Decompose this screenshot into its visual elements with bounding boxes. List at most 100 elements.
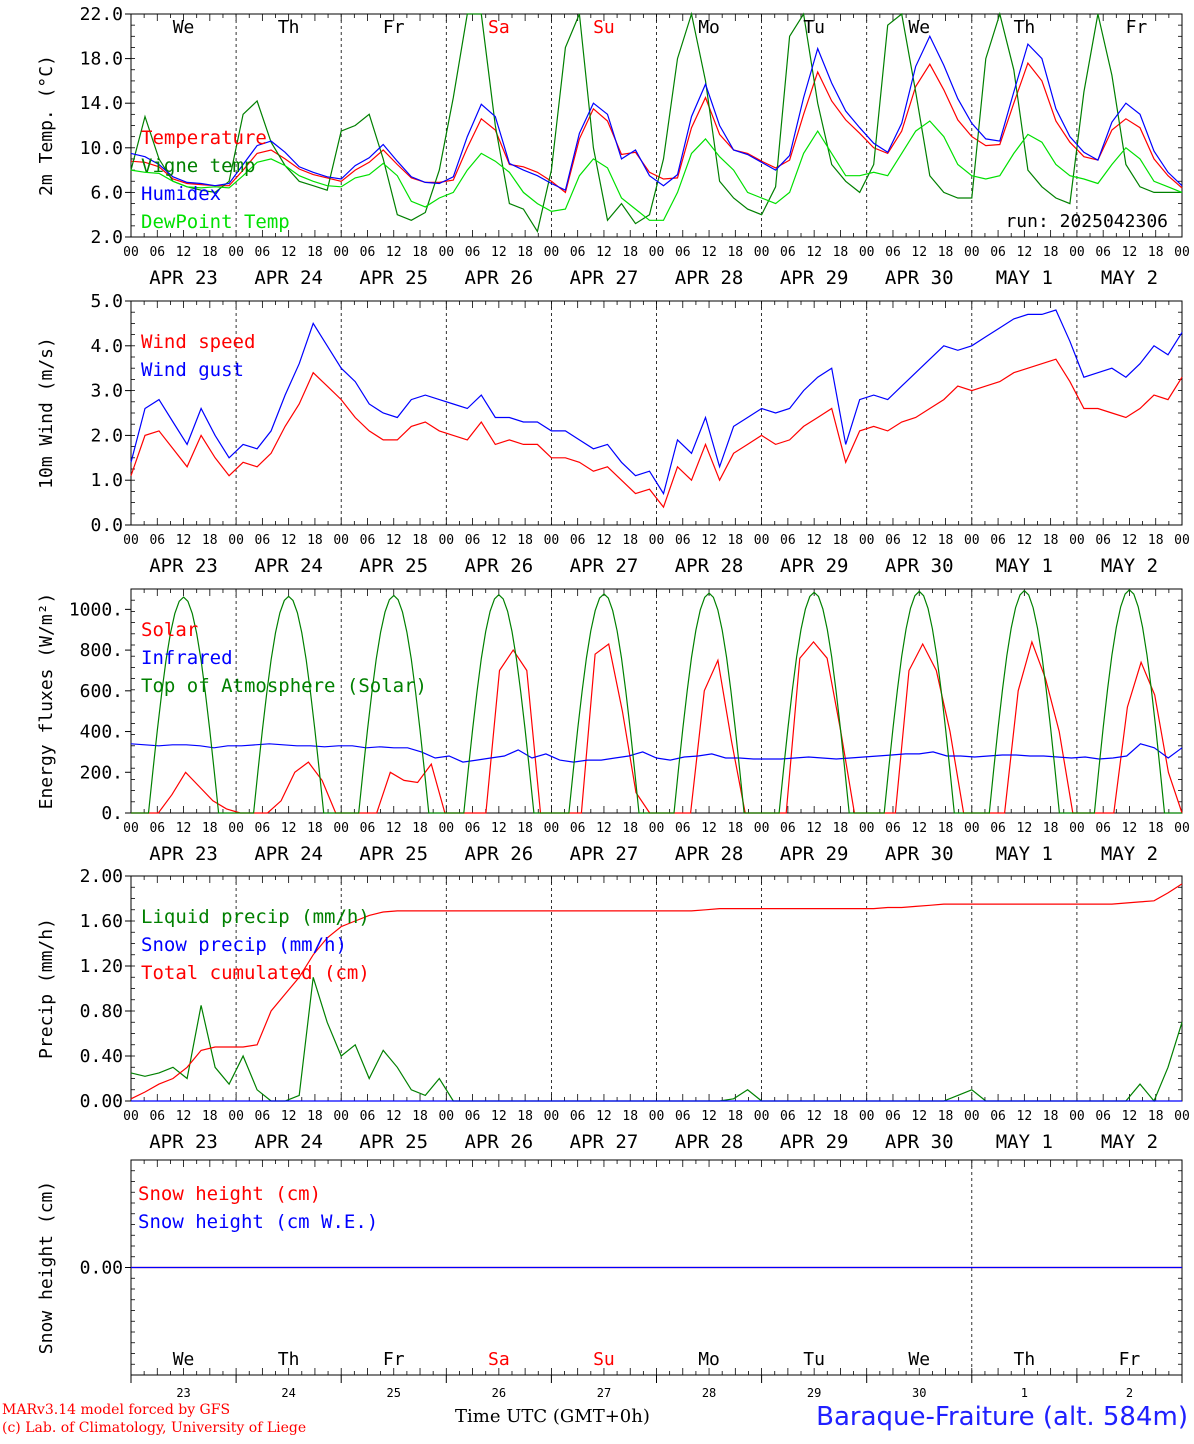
hour-tick-label: 00 — [544, 533, 560, 548]
y-tick-label: 3.0 — [90, 381, 123, 402]
hour-tick-label: 00 — [649, 533, 665, 548]
date-label: APR 29 — [780, 267, 849, 289]
hour-tick-label: 06 — [1095, 245, 1111, 260]
date-label: MAY 1 — [996, 267, 1053, 289]
hour-tick-label: 18 — [1148, 533, 1164, 548]
date-label: MAY 1 — [996, 555, 1053, 577]
hour-tick-label: 06 — [465, 1109, 481, 1124]
hour-tick-label: 06 — [570, 245, 586, 260]
hour-tick-label: 18 — [307, 1109, 323, 1124]
hour-tick-label: 18 — [622, 245, 638, 260]
bottom-day-label: Sa — [488, 1349, 510, 1370]
bottom-day-label: Tu — [803, 1349, 825, 1370]
hour-tick-label: 06 — [675, 245, 691, 260]
hour-tick-label: 12 — [596, 1109, 612, 1124]
hour-tick-label: 12 — [1122, 1109, 1138, 1124]
hour-tick-label: 12 — [491, 533, 507, 548]
hour-tick-label: 12 — [911, 821, 927, 836]
legend-entry: Liquid precip (mm/h) — [141, 906, 370, 928]
hour-tick-label: 00 — [964, 821, 980, 836]
date-label: MAY 2 — [1101, 555, 1158, 577]
hour-tick-label: 12 — [596, 821, 612, 836]
hour-tick-label: 00 — [964, 245, 980, 260]
date-label: APR 29 — [780, 843, 849, 865]
hour-tick-label: 18 — [307, 533, 323, 548]
date-label: MAY 2 — [1101, 1131, 1158, 1153]
y-tick-label: 1.20 — [80, 956, 123, 977]
hour-tick-label: 00 — [964, 1109, 980, 1124]
y-tick-label: 1.0 — [90, 470, 123, 491]
date-label: APR 25 — [359, 555, 428, 577]
legend-entry: Vigne temp — [141, 155, 255, 177]
hour-tick-label: 00 — [228, 1109, 244, 1124]
date-label: MAY 2 — [1101, 267, 1158, 289]
y-tick-label: 0.00 — [80, 1091, 123, 1112]
bottom-day-label: We — [173, 1349, 195, 1370]
hour-tick-label: 12 — [806, 821, 822, 836]
legend-entry: Top of Atmosphere (Solar) — [141, 675, 427, 697]
hour-tick-label: 18 — [622, 821, 638, 836]
hour-tick-label: 06 — [885, 245, 901, 260]
hour-tick-label: 00 — [859, 1109, 875, 1124]
hour-tick-label: 06 — [675, 533, 691, 548]
hour-tick-label: 06 — [780, 1109, 796, 1124]
date-label: APR 27 — [570, 843, 639, 865]
date-label: APR 26 — [465, 1131, 534, 1153]
hour-tick-label: 00 — [228, 533, 244, 548]
date-label: APR 24 — [254, 1131, 323, 1153]
bottom-day-number: 27 — [597, 1386, 611, 1400]
date-label: APR 24 — [254, 555, 323, 577]
hour-tick-label: 12 — [911, 533, 927, 548]
hour-tick-label: 18 — [412, 821, 428, 836]
day-of-week-label: Th — [1014, 17, 1036, 38]
y-tick-label: 2.0 — [90, 425, 123, 446]
hour-tick-label: 06 — [255, 1109, 271, 1124]
hour-tick-label: 00 — [754, 1109, 770, 1124]
hour-tick-label: 12 — [806, 533, 822, 548]
time-axis-label: Time UTC (GMT+0h) — [455, 1406, 650, 1427]
date-label: MAY 1 — [996, 843, 1053, 865]
date-label: MAY 1 — [996, 1131, 1053, 1153]
date-label: APR 30 — [885, 1131, 954, 1153]
hour-tick-label: 00 — [1174, 533, 1190, 548]
hour-tick-label: 06 — [360, 1109, 376, 1124]
y-axis-label: Energy fluxes (W/m²) — [36, 593, 57, 810]
hour-tick-label: 00 — [754, 533, 770, 548]
hour-tick-label: 06 — [465, 533, 481, 548]
hour-tick-label: 12 — [281, 533, 297, 548]
day-of-week-label: Th — [278, 17, 300, 38]
hour-tick-label: 18 — [833, 821, 849, 836]
hour-tick-label: 12 — [176, 245, 192, 260]
bottom-day-number: 26 — [492, 1386, 506, 1400]
date-label: APR 26 — [465, 267, 534, 289]
day-of-week-label: Su — [593, 17, 615, 38]
day-of-week-label: Tu — [803, 17, 825, 38]
bottom-day-label: Th — [278, 1349, 300, 1370]
y-tick-label: 0. — [101, 803, 123, 824]
bottom-day-label: Fr — [1119, 1349, 1141, 1370]
bottom-day-number: 23 — [176, 1386, 190, 1400]
hour-tick-label: 12 — [176, 1109, 192, 1124]
y-tick-label: 6.0 — [90, 182, 123, 203]
hour-tick-label: 12 — [806, 245, 822, 260]
series-line — [130, 34, 1183, 192]
hour-tick-label: 18 — [517, 821, 533, 836]
hour-tick-label: 06 — [780, 533, 796, 548]
hour-tick-label: 00 — [228, 245, 244, 260]
bottom-day-number: 1 — [1021, 1386, 1028, 1400]
hour-tick-label: 12 — [1122, 821, 1138, 836]
date-label: APR 24 — [254, 843, 323, 865]
series-line — [130, 743, 1183, 763]
series-line — [130, 61, 1183, 194]
date-label: APR 28 — [675, 843, 744, 865]
date-label: APR 23 — [149, 267, 218, 289]
hour-tick-label: 18 — [517, 1109, 533, 1124]
hour-tick-label: 00 — [333, 1109, 349, 1124]
date-label: APR 23 — [149, 555, 218, 577]
hour-tick-label: 00 — [333, 533, 349, 548]
y-axis-label: Precip (mm/h) — [36, 918, 57, 1059]
hour-tick-label: 06 — [570, 533, 586, 548]
y-tick-label: 0.40 — [80, 1046, 123, 1067]
hour-tick-label: 12 — [281, 821, 297, 836]
day-of-week-label: We — [173, 17, 195, 38]
